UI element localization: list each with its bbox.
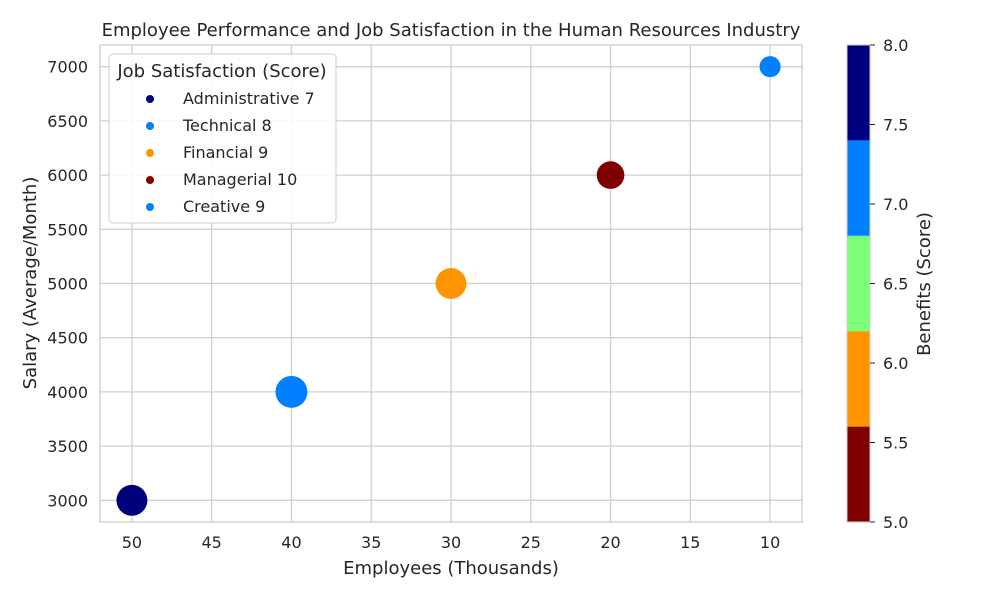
x-tick-label: 50 [122, 533, 142, 552]
chart-title: Employee Performance and Job Satisfactio… [102, 20, 801, 41]
legend-label: Managerial 10 [183, 170, 297, 189]
colorbar-tick-label: 7.5 [883, 116, 908, 135]
bubble-technical [275, 376, 307, 408]
legend-title: Job Satisfaction (Score) [116, 61, 326, 82]
x-tick-labels: 50 45 40 35 30 25 20 15 10 [122, 533, 781, 552]
legend-marker [146, 203, 154, 211]
x-tick-label: 35 [361, 533, 381, 552]
colorbar-segments [847, 45, 870, 522]
legend: Job Satisfaction (Score) Administrative … [109, 54, 336, 223]
y-tick-label: 4000 [47, 383, 88, 402]
x-tick-label: 40 [281, 533, 301, 552]
colorbar-segment [847, 140, 870, 235]
legend-marker [146, 176, 154, 184]
colorbar-segment [847, 45, 870, 140]
y-tick-label: 5500 [47, 220, 88, 239]
colorbar-label: Benefits (Score) [914, 212, 935, 356]
colorbar-tick-label: 6.5 [883, 275, 908, 294]
y-tick-labels: 3000 3500 4000 4500 5000 5500 6000 6500 7000 [47, 58, 88, 511]
legend-label: Administrative 7 [183, 89, 315, 108]
y-axis-label: Salary (Average/Month) [20, 177, 41, 390]
bubble-financial [436, 268, 467, 299]
y-tick-label: 3000 [47, 491, 88, 510]
bubble-managerial [597, 161, 625, 189]
y-tick-label: 6500 [47, 112, 88, 131]
x-tick-label: 25 [521, 533, 541, 552]
colorbar-tick-labels: 5.0 5.5 6.0 6.5 7.0 7.5 8.0 [870, 36, 908, 532]
colorbar-tick-label: 5.5 [883, 434, 908, 453]
x-axis-label: Employees (Thousands) [343, 558, 559, 579]
legend-label: Financial 9 [183, 143, 268, 162]
y-tick-label: 7000 [47, 58, 88, 77]
legend-marker [146, 122, 154, 130]
bubble-creative [760, 56, 781, 77]
x-tick-label: 20 [600, 533, 620, 552]
legend-marker [146, 149, 154, 157]
x-tick-label: 10 [760, 533, 780, 552]
y-tick-label: 3500 [47, 437, 88, 456]
legend-label: Creative 9 [183, 197, 265, 216]
y-tick-label: 5000 [47, 275, 88, 294]
y-tick-label: 6000 [47, 166, 88, 185]
colorbar-segment [847, 331, 870, 426]
y-tick-label: 4500 [47, 329, 88, 348]
colorbar-segment [847, 427, 870, 522]
x-tick-label: 15 [680, 533, 700, 552]
colorbar-tick-label: 5.0 [883, 513, 908, 532]
colorbar-tick-label: 8.0 [883, 36, 908, 55]
x-tick-label: 45 [202, 533, 222, 552]
colorbar-tick-label: 7.0 [883, 195, 908, 214]
colorbar-segment [847, 236, 870, 331]
x-tick-label: 30 [441, 533, 461, 552]
colorbar: 5.0 5.5 6.0 6.5 7.0 7.5 8.0 Benefits (Score) [847, 36, 935, 532]
bubble-administrative [116, 485, 147, 516]
legend-marker [146, 95, 154, 103]
colorbar-tick-label: 6.0 [883, 354, 908, 373]
legend-label: Technical 8 [182, 116, 272, 135]
